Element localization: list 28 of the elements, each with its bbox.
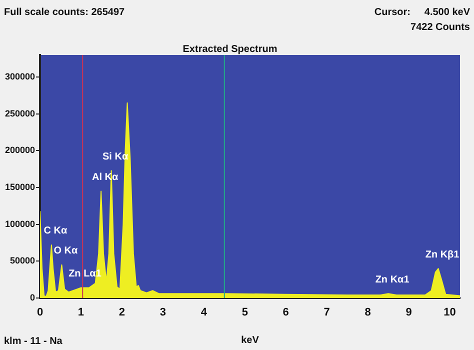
x-tick-label: 7: [324, 306, 330, 319]
y-tick-label: 300000: [4, 72, 35, 82]
annotation: O Kα: [54, 246, 79, 257]
x-tick-label: 10: [444, 306, 456, 319]
x-tick-label: 1: [78, 306, 84, 319]
y-tick-label: 250000: [4, 108, 35, 118]
x-axis-title: keV: [241, 334, 260, 346]
x-tick-label: 8: [364, 306, 371, 319]
x-tick-label: 3: [160, 306, 166, 319]
x-tick-label: 2: [118, 306, 126, 319]
x-tick-label: 9: [406, 306, 412, 319]
y-tick-label: 150000: [4, 182, 35, 192]
text: 7422 Counts: [410, 22, 470, 33]
text: klm - 11 - Na: [4, 336, 63, 347]
y-tick-label: 100000: [4, 218, 35, 229]
x-tick-label: 4: [200, 306, 208, 319]
x-tick-label: 5: [242, 306, 248, 319]
text: Cursor: 4.500 keV: [374, 6, 470, 18]
x-tick-label: 6: [282, 306, 289, 319]
text: Full scale counts: 265497: [4, 6, 126, 18]
annotation: Zn Kα1: [375, 274, 410, 286]
annotation: C Kα: [44, 226, 68, 237]
chart-title: Extracted Spectrum: [182, 44, 278, 55]
y-tick-label: 0: [30, 292, 35, 302]
annotation: Zn Kβ1: [425, 249, 460, 260]
x-tick-label: 0: [36, 306, 44, 319]
y-tick-label: 50000: [10, 256, 35, 266]
y-tick-label: 200000: [4, 145, 35, 156]
